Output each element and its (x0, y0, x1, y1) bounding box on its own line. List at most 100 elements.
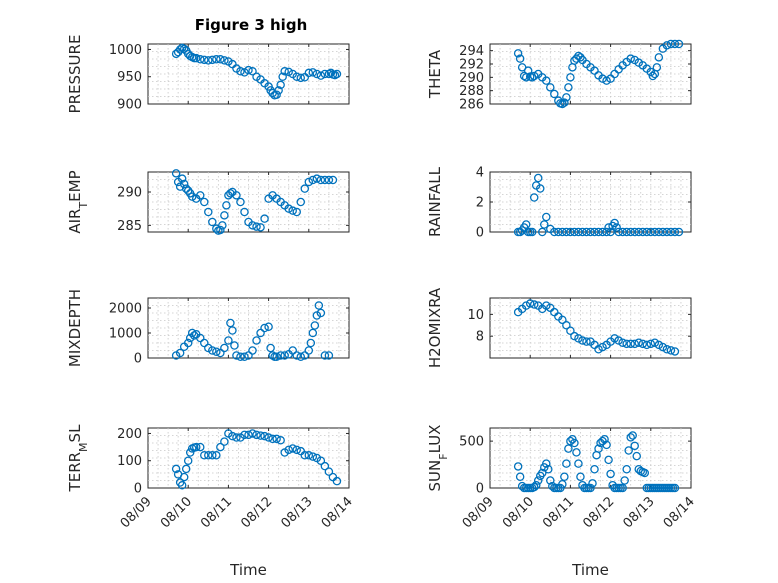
data-point (536, 184, 545, 193)
y-tick-label: 2000 (109, 302, 142, 317)
data-point (560, 472, 569, 481)
data-point (308, 68, 318, 77)
data-point (274, 86, 283, 95)
data-point (666, 39, 676, 49)
data-point (252, 222, 261, 231)
data-point (598, 342, 607, 352)
data-point (248, 67, 257, 76)
data-point (515, 472, 525, 481)
data-point (604, 223, 613, 232)
data-point (208, 217, 217, 227)
data-point (558, 99, 567, 109)
y-tick-label: 0 (476, 482, 484, 497)
data-point (179, 472, 189, 482)
x-axis-label: Time (571, 561, 609, 579)
data-point (566, 326, 575, 335)
y-axis-label: PRESSURE (66, 35, 84, 114)
data-point (324, 467, 334, 476)
data-point (288, 346, 297, 355)
data-point (240, 207, 249, 217)
data-point (630, 339, 639, 349)
data-point (276, 80, 285, 90)
data-point (312, 69, 322, 79)
y-tick-label: 2 (476, 196, 484, 211)
data-point (521, 220, 531, 229)
data-point (525, 299, 535, 308)
data-point (208, 346, 217, 355)
data-point (674, 227, 684, 237)
data-point (179, 179, 189, 189)
data-point (272, 434, 281, 444)
data-point (304, 451, 314, 460)
y-tick-label: 294 (459, 44, 484, 59)
data-point (276, 351, 285, 360)
data-point (566, 73, 575, 82)
data-point (562, 459, 571, 468)
series-markers (513, 299, 680, 356)
data-point (527, 227, 537, 237)
y-tick-label: 8 (476, 330, 484, 345)
data-point (614, 227, 623, 237)
data-point (284, 67, 293, 77)
data-point (600, 434, 609, 444)
data-point (658, 227, 668, 237)
y-tick-label: 1000 (109, 43, 142, 58)
data-point (288, 206, 297, 215)
data-point (638, 227, 648, 237)
data-point (276, 436, 285, 445)
data-point (548, 481, 557, 491)
data-point (588, 479, 597, 488)
data-point (670, 483, 680, 493)
data-point (216, 348, 225, 358)
data-point (240, 68, 249, 77)
subplot-terr-msl: 08/09 08/10 08/11 08/12 08/13 08/14 0 100 200 TER… (66, 424, 356, 579)
data-point (268, 434, 277, 444)
data-point (662, 345, 672, 354)
data-point (316, 71, 326, 80)
x-axis-label: Time (229, 561, 267, 579)
data-point (574, 334, 583, 343)
y-tick-label: 286 (459, 98, 484, 113)
data-point (602, 227, 611, 237)
data-point (248, 429, 257, 438)
data-point (308, 175, 318, 185)
data-point (529, 300, 539, 309)
data-point (576, 472, 585, 481)
data-point (670, 39, 680, 49)
data-point (540, 220, 549, 229)
y-tick-label: 290 (459, 71, 484, 86)
data-point (618, 227, 627, 237)
data-point (181, 464, 191, 474)
data-point (256, 223, 265, 232)
data-point (244, 351, 253, 360)
data-point (646, 67, 656, 77)
data-point (256, 328, 265, 338)
data-point (292, 207, 301, 217)
data-point (586, 227, 595, 237)
data-point (542, 212, 551, 222)
data-point (652, 63, 662, 72)
data-point (196, 333, 205, 343)
data-point (308, 328, 318, 338)
x-tick-label: 08/09 (460, 494, 497, 531)
data-point (533, 173, 543, 183)
data-point (642, 227, 652, 237)
data-point (531, 480, 541, 490)
data-point (519, 71, 529, 81)
y-tick-label: 900 (117, 98, 142, 113)
data-point (634, 227, 643, 237)
data-point (640, 468, 650, 478)
data-point (666, 227, 676, 237)
data-point (175, 45, 185, 54)
data-point (650, 227, 660, 237)
data-point (574, 227, 583, 237)
data-point (546, 476, 555, 485)
data-point (300, 351, 310, 360)
data-point (310, 321, 320, 330)
series-markers (171, 43, 342, 100)
data-point (648, 71, 658, 81)
data-point (670, 347, 680, 356)
data-point (256, 431, 265, 440)
data-point (264, 322, 273, 331)
